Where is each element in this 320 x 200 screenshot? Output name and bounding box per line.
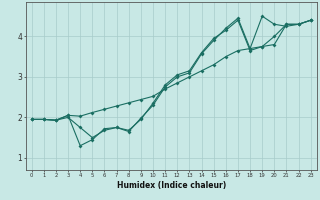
- X-axis label: Humidex (Indice chaleur): Humidex (Indice chaleur): [116, 181, 226, 190]
